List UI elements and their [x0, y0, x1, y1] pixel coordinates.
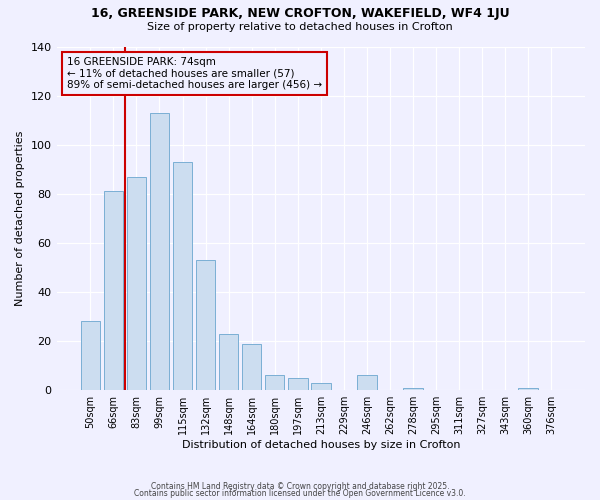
Bar — [104, 192, 123, 390]
Bar — [80, 322, 100, 390]
Bar — [149, 113, 169, 390]
Text: 16, GREENSIDE PARK, NEW CROFTON, WAKEFIELD, WF4 1JU: 16, GREENSIDE PARK, NEW CROFTON, WAKEFIE… — [91, 8, 509, 20]
Text: Contains public sector information licensed under the Open Government Licence v3: Contains public sector information licen… — [134, 490, 466, 498]
X-axis label: Distribution of detached houses by size in Crofton: Distribution of detached houses by size … — [182, 440, 460, 450]
Text: Contains HM Land Registry data © Crown copyright and database right 2025.: Contains HM Land Registry data © Crown c… — [151, 482, 449, 491]
Bar — [311, 383, 331, 390]
Bar — [127, 176, 146, 390]
Bar — [219, 334, 238, 390]
Bar — [265, 376, 284, 390]
Bar — [173, 162, 193, 390]
Y-axis label: Number of detached properties: Number of detached properties — [15, 130, 25, 306]
Bar — [518, 388, 538, 390]
Bar — [357, 376, 377, 390]
Text: 16 GREENSIDE PARK: 74sqm
← 11% of detached houses are smaller (57)
89% of semi-d: 16 GREENSIDE PARK: 74sqm ← 11% of detach… — [67, 57, 322, 90]
Bar — [288, 378, 308, 390]
Text: Size of property relative to detached houses in Crofton: Size of property relative to detached ho… — [147, 22, 453, 32]
Bar — [242, 344, 262, 390]
Bar — [196, 260, 215, 390]
Bar — [403, 388, 423, 390]
